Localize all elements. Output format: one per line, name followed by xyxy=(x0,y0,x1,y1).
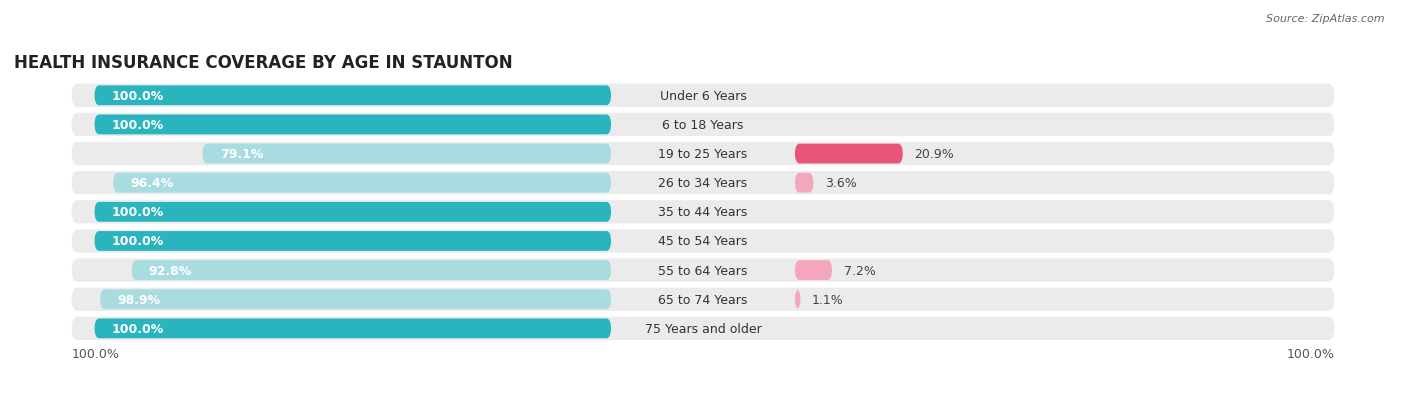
Text: 100.0%: 100.0% xyxy=(111,206,165,219)
FancyBboxPatch shape xyxy=(794,290,800,309)
Text: 75 Years and older: 75 Years and older xyxy=(644,322,762,335)
FancyBboxPatch shape xyxy=(794,261,832,280)
FancyBboxPatch shape xyxy=(72,288,1334,311)
Text: 100.0%: 100.0% xyxy=(111,235,165,248)
FancyBboxPatch shape xyxy=(72,114,1334,137)
Text: 26 to 34 Years: 26 to 34 Years xyxy=(658,177,748,190)
Text: 98.9%: 98.9% xyxy=(117,293,160,306)
FancyBboxPatch shape xyxy=(794,144,903,164)
Text: 7.2%: 7.2% xyxy=(844,264,876,277)
Text: 19 to 25 Years: 19 to 25 Years xyxy=(658,148,748,161)
Text: 100.0%: 100.0% xyxy=(111,90,165,102)
FancyBboxPatch shape xyxy=(72,230,1334,253)
Text: 100.0%: 100.0% xyxy=(111,322,165,335)
FancyBboxPatch shape xyxy=(112,173,612,193)
Text: 3.6%: 3.6% xyxy=(825,177,856,190)
Text: Under 6 Years: Under 6 Years xyxy=(659,90,747,102)
Text: 79.1%: 79.1% xyxy=(219,148,263,161)
FancyBboxPatch shape xyxy=(202,144,612,164)
Text: 1.1%: 1.1% xyxy=(813,293,844,306)
FancyBboxPatch shape xyxy=(72,259,1334,282)
FancyBboxPatch shape xyxy=(94,86,612,106)
Text: 92.8%: 92.8% xyxy=(149,264,193,277)
Text: 20.9%: 20.9% xyxy=(914,148,955,161)
FancyBboxPatch shape xyxy=(94,319,612,338)
Text: 65 to 74 Years: 65 to 74 Years xyxy=(658,293,748,306)
Text: Source: ZipAtlas.com: Source: ZipAtlas.com xyxy=(1267,14,1385,24)
FancyBboxPatch shape xyxy=(72,84,1334,108)
FancyBboxPatch shape xyxy=(94,115,612,135)
FancyBboxPatch shape xyxy=(72,317,1334,340)
FancyBboxPatch shape xyxy=(94,202,612,222)
FancyBboxPatch shape xyxy=(94,232,612,251)
Text: 100.0%: 100.0% xyxy=(111,119,165,132)
Text: 35 to 44 Years: 35 to 44 Years xyxy=(658,206,748,219)
FancyBboxPatch shape xyxy=(72,201,1334,224)
Text: 45 to 54 Years: 45 to 54 Years xyxy=(658,235,748,248)
Text: 55 to 64 Years: 55 to 64 Years xyxy=(658,264,748,277)
FancyBboxPatch shape xyxy=(132,261,612,280)
Text: 6 to 18 Years: 6 to 18 Years xyxy=(662,119,744,132)
Text: 100.0%: 100.0% xyxy=(72,347,120,360)
FancyBboxPatch shape xyxy=(72,142,1334,166)
Text: 96.4%: 96.4% xyxy=(131,177,173,190)
FancyBboxPatch shape xyxy=(72,172,1334,195)
Text: HEALTH INSURANCE COVERAGE BY AGE IN STAUNTON: HEALTH INSURANCE COVERAGE BY AGE IN STAU… xyxy=(14,54,513,72)
FancyBboxPatch shape xyxy=(100,290,612,309)
Text: 100.0%: 100.0% xyxy=(1286,347,1334,360)
FancyBboxPatch shape xyxy=(794,173,814,193)
